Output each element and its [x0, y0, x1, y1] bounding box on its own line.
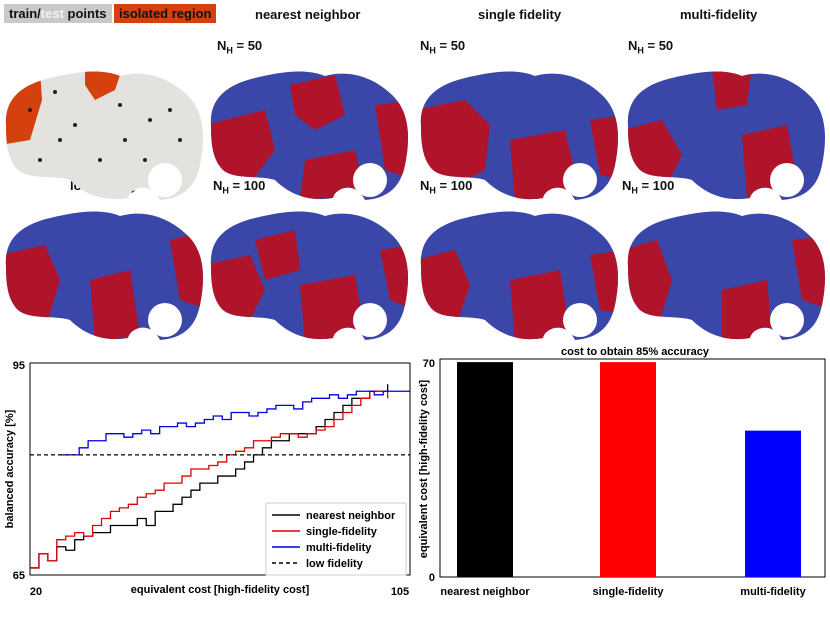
atrium-nearest-neighbor-50	[210, 71, 408, 200]
x-axis-label: equivalent cost [high-fidelity cost]	[131, 584, 310, 596]
test-label: test	[40, 6, 64, 21]
y-axis-label: balanced accuracy [%]	[4, 409, 16, 528]
accuracy-line-chart: 95 65 20 105 equivalent cost [high-fidel…	[4, 360, 411, 598]
line-chart-legend: nearest neighbor single-fidelity multi-f…	[265, 502, 407, 576]
bar-nearest-neighbor	[457, 362, 513, 577]
y-tick-label: 95	[13, 360, 25, 372]
atrium-isolated-region	[5, 71, 203, 200]
cost-bar-chart: cost to obtain 85% accuracy 70 0 equival…	[418, 346, 826, 598]
series-line-single-fidelity	[30, 390, 389, 569]
bar-y-axis-label: equivalent cost [high-fidelity cost]	[418, 379, 430, 558]
bar-single-fidelity	[600, 362, 656, 577]
nh-label: NH = 50	[217, 38, 263, 56]
series-line-nearest-neighbor	[30, 384, 389, 569]
train-test-points-tag: train/test points	[4, 4, 112, 23]
nh-label: NH = 50	[628, 38, 674, 56]
nh-label: NH = 100	[213, 178, 266, 196]
bar-chart-title: cost to obtain 85% accuracy	[561, 346, 710, 358]
train-label: train/	[9, 6, 41, 21]
legend-label: single-fidelity	[306, 526, 378, 538]
isolated-region-tag: isolated region	[114, 4, 217, 23]
y-tick-label: 65	[13, 570, 25, 582]
bar-multi-fidelity	[745, 430, 801, 577]
atrium-multi-fidelity-50	[627, 71, 825, 200]
x-tick-label: 105	[391, 586, 409, 598]
title-nearest-neighbor: nearest neighbor	[255, 7, 361, 22]
atrium-multi-fidelity-100	[627, 211, 825, 340]
y-tick-label: 70	[423, 358, 435, 370]
y-tick-label: 0	[429, 572, 435, 584]
x-tick-label: 20	[30, 586, 42, 598]
nh-label: NH = 50	[420, 38, 466, 56]
title-single-fidelity: single fidelity	[478, 7, 562, 22]
atrium-nearest-neighbor-100	[210, 211, 408, 340]
bar-category-label: single-fidelity	[593, 586, 665, 598]
title-multi-fidelity: multi-fidelity	[680, 7, 758, 22]
legend-label: nearest neighbor	[306, 510, 396, 522]
legend-label: multi-fidelity	[306, 542, 372, 554]
atrium-low-fidelity	[5, 211, 203, 340]
atrium-single-fidelity-50	[420, 71, 618, 200]
points-label: points	[63, 6, 107, 21]
nh-label: NH = 100	[420, 178, 473, 196]
bar-category-label: nearest neighbor	[440, 586, 530, 598]
legend-label: low fidelity	[306, 558, 364, 570]
atrium-single-fidelity-100	[420, 211, 618, 340]
nh-label: NH = 100	[622, 178, 675, 196]
bar-category-label: multi-fidelity	[740, 586, 806, 598]
series-line-multi-fidelity	[61, 390, 410, 456]
